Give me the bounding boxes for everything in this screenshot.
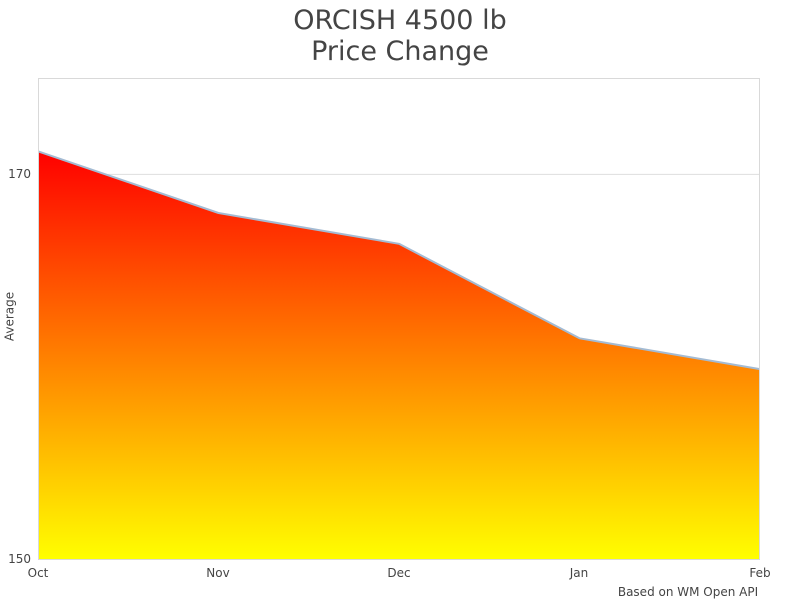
x-tick-dec: Dec [387,566,411,580]
chart-title-line1: ORCISH 4500 lb [293,5,507,36]
y-axis-label: Average [2,291,17,342]
chart-title: ORCISH 4500 lb Price Change [0,5,800,67]
chart-title-line2: Price Change [311,36,489,67]
source-caption: Based on WM Open API [617,585,759,599]
x-tick-nov: Nov [206,566,230,580]
x-tick-jan: Jan [569,566,589,580]
x-tick-feb: Feb [749,566,771,580]
y-tick-150: 150 [8,552,31,566]
plot-area [38,78,760,560]
chart-svg [38,78,760,560]
x-tick-oct: Oct [27,566,49,580]
y-tick-170: 170 [8,167,31,181]
